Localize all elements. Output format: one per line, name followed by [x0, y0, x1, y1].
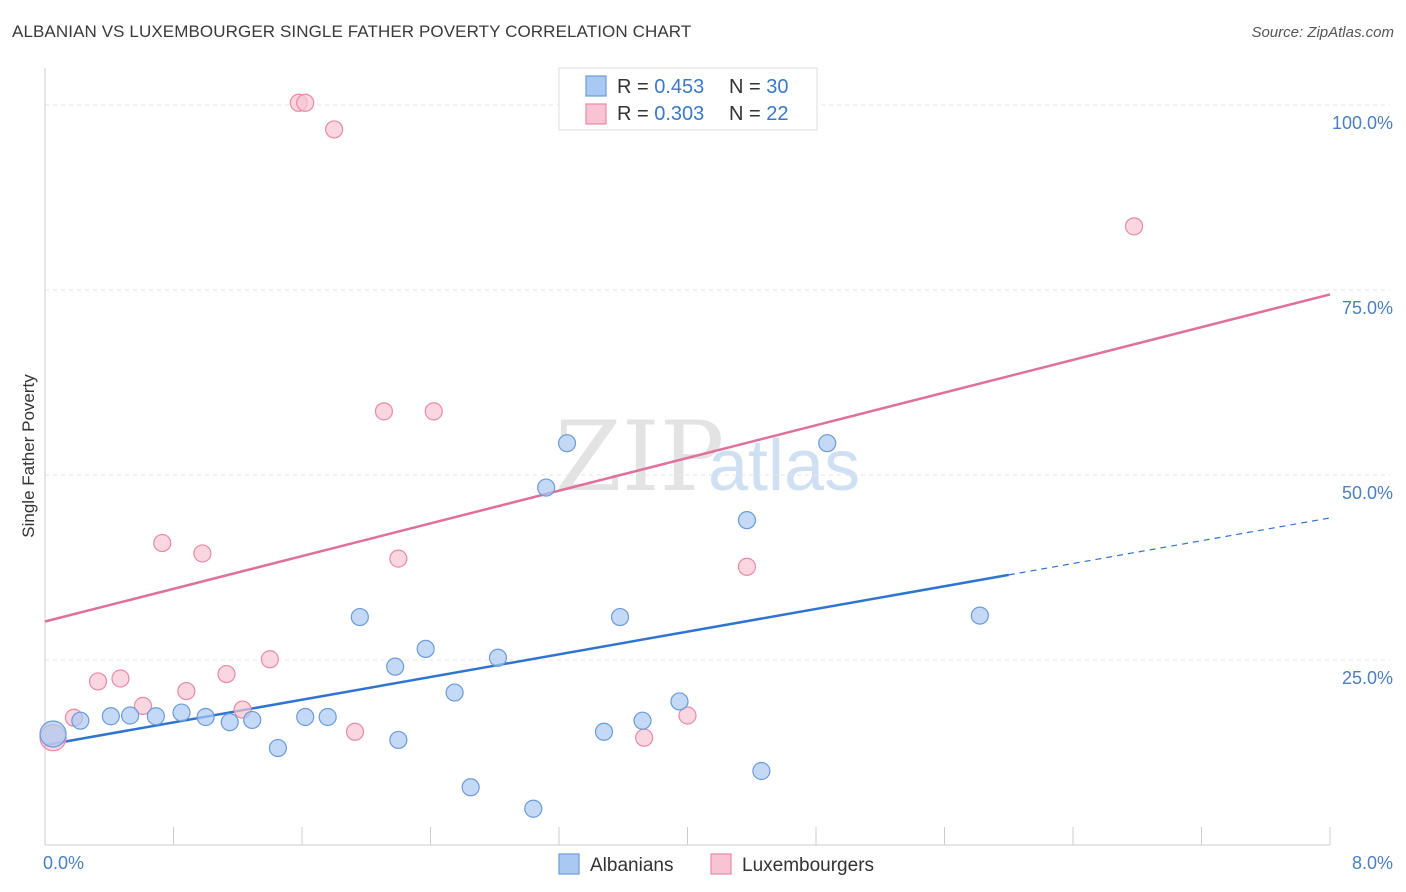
legend-swatch-luxembourgers	[585, 103, 607, 125]
trend-lines	[44, 293, 1331, 747]
legend-swatch-albanians	[585, 75, 607, 97]
point-albanians	[389, 730, 408, 750]
trend-line-luxembourgers	[44, 293, 1331, 623]
point-albanians	[488, 648, 508, 667]
point-luxembourgers	[133, 696, 153, 715]
point-albanians	[121, 706, 140, 725]
point-albanians	[633, 711, 652, 730]
point-albanians	[416, 639, 435, 659]
watermark-zip: ZIP	[555, 401, 724, 513]
point-luxembourgers	[424, 402, 443, 421]
point-luxembourgers	[88, 672, 108, 691]
point-albanians	[537, 478, 556, 497]
chart-title: ALBANIAN VS LUXEMBOURGER SINGLE FATHER P…	[12, 22, 692, 41]
point-albanians	[737, 511, 757, 530]
point-albanians	[752, 761, 771, 781]
x-tick-label: 0.0%	[43, 853, 84, 873]
point-luxembourgers	[345, 722, 365, 741]
bottom-legend: Albanians Luxembourgers	[558, 853, 874, 876]
point-albanians	[243, 710, 262, 730]
point-luxembourgers	[193, 544, 212, 563]
watermark-atlas: atlas	[708, 426, 860, 506]
point-albanians	[39, 720, 67, 748]
point-luxembourgers	[177, 681, 196, 701]
point-albanians	[557, 434, 577, 453]
point-albanians	[610, 607, 630, 627]
point-luxembourgers	[111, 669, 130, 688]
point-albanians	[350, 607, 369, 627]
point-albanians	[172, 703, 191, 722]
point-luxembourgers	[217, 664, 236, 684]
point-luxembourgers	[153, 533, 172, 553]
legend-n-value: 30	[766, 76, 788, 98]
legend-n-label: N =	[729, 103, 766, 125]
legend-row-albanians: R = 0.453	[617, 76, 704, 98]
y-axis-label: Single Father Poverty	[19, 374, 38, 538]
point-albanians	[386, 657, 405, 676]
point-albanians	[970, 606, 989, 625]
point-albanians	[220, 713, 239, 732]
point-luxembourgers	[325, 120, 344, 139]
bottom-legend-label-luxembourgers: Luxembourgers	[742, 855, 874, 876]
y-tick-label: 100.0%	[1332, 113, 1393, 133]
chart-source: Source: ZipAtlas.com	[1251, 24, 1394, 41]
point-albanians	[670, 692, 689, 711]
legend-r-value: 0.303	[654, 103, 704, 125]
bottom-legend-swatch-luxembourgers	[710, 853, 732, 875]
legend-n-label: N =	[729, 76, 766, 98]
bottom-legend-swatch-albanians	[558, 853, 580, 875]
y-tick-label: 75.0%	[1342, 298, 1393, 318]
point-albanians	[445, 683, 464, 702]
top-legend: R = 0.453 N = 30 R = 0.303 N = 22	[558, 67, 818, 131]
x-tick-labels: 0.0% 8.0%	[43, 853, 1393, 873]
point-albanians	[146, 707, 165, 726]
legend-r-label: R =	[617, 76, 654, 98]
point-luxembourgers	[260, 650, 279, 669]
legend-r-value: 0.453	[654, 76, 704, 98]
point-luxembourgers	[678, 706, 697, 725]
point-albanians	[461, 778, 480, 797]
legend-n-albanians: N = 30	[729, 76, 789, 98]
trend-line-albanians-extension	[1008, 517, 1331, 576]
point-albanians	[101, 707, 120, 726]
x-tick-label: 8.0%	[1352, 853, 1393, 873]
point-albanians	[818, 434, 837, 453]
bottom-legend-label-albanians: Albanians	[590, 855, 673, 876]
point-luxembourgers	[737, 557, 757, 576]
y-tick-labels: 25.0% 50.0% 75.0% 100.0%	[1332, 113, 1393, 688]
legend-r-label: R =	[617, 103, 654, 125]
x-tick-marks	[173, 827, 1331, 845]
y-tick-label: 25.0%	[1342, 668, 1393, 688]
data-points	[39, 93, 1144, 818]
point-albanians	[268, 738, 288, 758]
point-luxembourgers	[374, 402, 394, 421]
point-luxembourgers	[389, 549, 408, 568]
legend-n-value: 22	[766, 103, 788, 125]
point-albanians	[296, 707, 315, 727]
point-albanians	[524, 799, 543, 818]
point-albanians	[71, 711, 90, 730]
point-albanians	[594, 722, 614, 741]
point-luxembourgers	[1124, 217, 1144, 236]
y-tick-label: 50.0%	[1342, 483, 1393, 503]
watermark: ZIP atlas	[555, 401, 860, 513]
legend-row-luxembourgers: R = 0.303	[617, 103, 704, 125]
point-albanians	[318, 707, 337, 727]
grid-lines	[45, 104, 1390, 661]
point-albanians	[196, 707, 215, 727]
point-luxembourgers	[296, 93, 315, 112]
point-luxembourgers	[635, 728, 654, 747]
legend-n-luxembourgers: N = 22	[729, 103, 789, 125]
